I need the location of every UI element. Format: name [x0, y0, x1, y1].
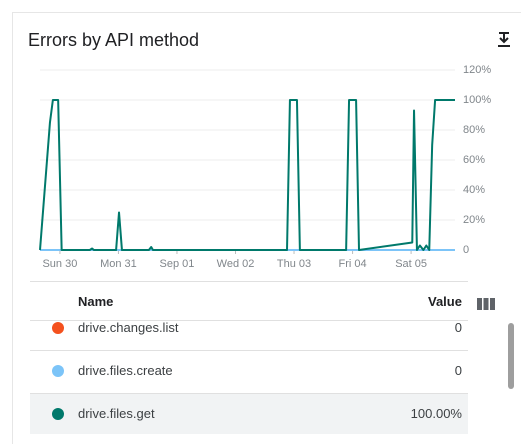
legend-swatch [52, 322, 64, 334]
value-header: Value [428, 294, 462, 309]
divider [30, 320, 468, 321]
series-line [39, 99, 455, 251]
divider [30, 281, 468, 282]
legend-swatch [52, 365, 64, 377]
x-tick-label: Fri 04 [339, 258, 367, 270]
legend-row[interactable]: drive.files.get 100.00% [30, 394, 468, 434]
divider [30, 350, 468, 351]
scrollbar[interactable] [508, 323, 514, 389]
legend-row[interactable]: drive.files.create 0 [30, 351, 468, 391]
y-tick-label: 120% [463, 64, 491, 76]
legend-name: drive.files.get [78, 406, 155, 421]
legend-value: 0 [454, 321, 462, 335]
legend-value: 0 [454, 363, 462, 378]
chart-title: Errors by API method [28, 30, 200, 50]
legend-value: 100.00% [410, 406, 462, 421]
y-tick-label: 0 [463, 244, 469, 256]
x-tick-label: Wed 02 [217, 258, 255, 270]
x-tick-label: Sat 05 [395, 258, 427, 270]
x-tick-label: Mon 31 [100, 258, 137, 270]
y-tick-label: 40% [463, 184, 485, 196]
x-tick-label: Thu 03 [277, 258, 311, 270]
y-tick-label: 20% [463, 214, 485, 226]
x-tick-label: Sep 01 [160, 258, 195, 270]
columns-button[interactable] [477, 297, 495, 311]
chart: 0 20% 40% 60% 80% 100% 120% Sun 30 Mon 31 Sep 01 W… [39, 64, 491, 270]
legend-name: drive.files.create [78, 363, 173, 378]
legend-row[interactable]: drive.changes.list 0 [30, 321, 468, 348]
card [12, 12, 521, 444]
name-header: Name [78, 294, 114, 309]
legend-name: drive.changes.list [78, 321, 179, 335]
divider [30, 393, 468, 394]
x-tick-label: Sun 30 [42, 258, 77, 270]
download-button[interactable] [496, 32, 512, 48]
y-tick-label: 60% [463, 154, 485, 166]
legend-table: drive.changes.list 0 drive.files.create 0 dr… [0, 321, 521, 444]
legend-swatch [52, 408, 64, 420]
y-tick-label: 80% [463, 124, 485, 136]
y-tick-label: 100% [463, 94, 491, 106]
